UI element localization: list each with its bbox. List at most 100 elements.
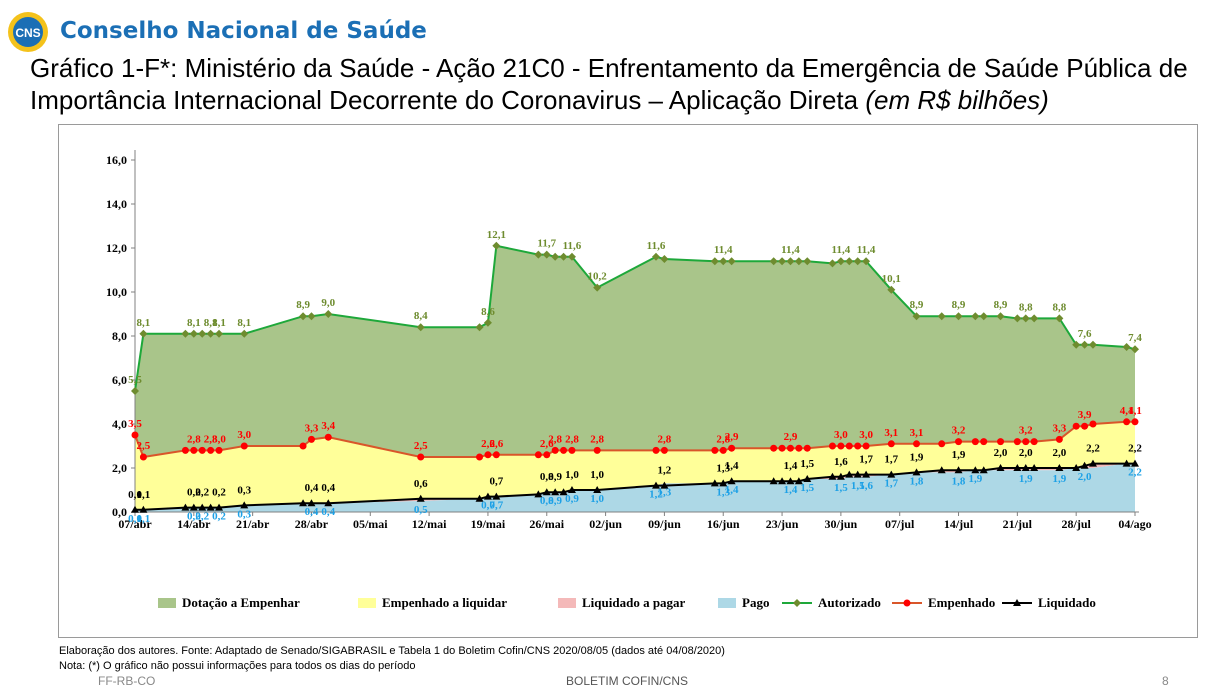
data-label-liquidado: 0,1 — [137, 489, 151, 501]
marker-liquidado — [416, 494, 425, 502]
marker-empenhado — [568, 446, 576, 454]
marker-autorizado — [1122, 343, 1131, 351]
chart-area: 0,0 2,0 4,0 6,0 8,0 10,0 12,0 14,0 16,0 07/abr 14/… — [58, 124, 1198, 638]
data-label-empenhado: 2,6 — [481, 438, 495, 450]
marker-liquidado — [299, 499, 308, 507]
data-label-pago: 1,8 — [910, 475, 924, 487]
data-label-liquidado: 0,4 — [321, 482, 335, 494]
x-tick-label: 28/abr — [295, 517, 329, 531]
marker-empenhado — [652, 446, 660, 454]
data-label-empenhado: 2,5 — [137, 440, 151, 452]
legend-label: Dotação a Empenhar — [182, 595, 300, 610]
data-label-autorizado: 11,4 — [781, 244, 800, 256]
x-tick-label: 07/jul — [885, 517, 915, 531]
marker-liquidado — [803, 475, 812, 482]
data-label-liquidado: 0,3 — [237, 484, 251, 496]
marker-liquidado — [324, 499, 333, 507]
data-label-liquidado: 0,9 — [548, 471, 562, 483]
x-tick-label: 02/jun — [589, 517, 622, 531]
marker-empenhado — [484, 451, 492, 459]
marker-autorizado — [710, 257, 719, 266]
data-label-autorizado: 7,6 — [1078, 328, 1092, 340]
marker-autorizado — [887, 285, 896, 294]
marker-empenhado — [803, 444, 811, 452]
marker-autorizado — [786, 257, 795, 266]
marker-autorizado — [215, 329, 224, 338]
marker-liquidado — [307, 499, 316, 507]
marker-autorizado — [979, 312, 988, 321]
legend-label: Empenhado — [928, 595, 995, 610]
data-label-pago: 0,7 — [489, 500, 503, 512]
marker-autorizado — [131, 387, 139, 395]
marker-liquidado — [1055, 464, 1064, 471]
y-tick-label: 6,0 — [112, 373, 127, 387]
footnote: Nota: (*) O gráfico não possui informaçõ… — [59, 660, 416, 672]
x-tick-label: 12/mai — [412, 517, 447, 531]
data-label-pago: 2,0 — [1078, 471, 1092, 483]
marker-empenhado — [711, 446, 719, 454]
marker-empenhado — [476, 453, 484, 461]
data-label-autorizado: 11,6 — [647, 240, 666, 252]
marker-liquidado — [551, 488, 560, 496]
data-label-empenhado: 2,8 — [590, 433, 604, 445]
marker-liquidado — [828, 472, 837, 480]
data-label-pago: 1,5 — [834, 482, 848, 494]
marker-empenhado — [181, 446, 189, 454]
data-label-empenhado: 2,8 — [658, 433, 672, 445]
data-label-empenhado: 3,0 — [212, 433, 226, 445]
data-label-liquidado: 0,1 — [128, 489, 142, 501]
marker-autorizado — [803, 257, 812, 266]
x-tick-label: 05/mai — [353, 517, 388, 531]
marker-liquidado — [1080, 461, 1089, 469]
marker-liquidado — [887, 470, 896, 478]
marker-liquidado — [937, 466, 946, 474]
marker-liquidado — [1030, 464, 1039, 471]
marker-liquidado — [979, 466, 988, 474]
marker-empenhado — [719, 446, 727, 454]
data-label-liquidado: 0,2 — [212, 487, 226, 499]
marker-autorizado — [853, 257, 862, 266]
marker-empenhado — [207, 446, 215, 454]
marker-empenhado — [492, 451, 500, 459]
data-label-pago: 1,8 — [952, 475, 966, 487]
marker-autorizado — [492, 241, 501, 250]
marker-empenhado — [1081, 422, 1089, 430]
marker-autorizado — [1013, 314, 1022, 323]
data-label-empenhado: 3,0 — [859, 429, 873, 441]
data-label-pago: 1,0 — [590, 493, 604, 505]
data-label-liquidado: 2,0 — [1052, 447, 1066, 459]
x-tick-label: 28/jul — [1062, 517, 1092, 531]
marker-liquidado — [845, 470, 854, 478]
data-label-pago: 0,4 — [321, 506, 335, 518]
marker-autorizado — [1080, 340, 1089, 349]
marker-liquidado — [131, 505, 139, 513]
marker-liquidado — [593, 486, 602, 493]
legend-swatch — [358, 598, 376, 608]
data-label-autorizado: 8,6 — [481, 306, 495, 318]
data-label-liquidado: 1,9 — [910, 451, 924, 463]
data-label-pago: 1,4 — [784, 484, 798, 496]
data-label-pago: 0,9 — [548, 495, 562, 507]
footer-left: FF-RB-CO — [98, 674, 156, 688]
marker-autorizado — [862, 257, 871, 266]
data-label-liquidado: 1,0 — [590, 469, 604, 481]
data-label-liquidado: 1,4 — [725, 460, 739, 472]
legend-label: Liquidado — [1038, 595, 1096, 610]
marker-empenhado — [887, 440, 895, 448]
legend-swatch — [158, 598, 176, 608]
chart-title: Gráfico 1-F*: Ministério da Saúde - Ação… — [30, 52, 1225, 116]
data-label-empenhado: 2,8 — [716, 433, 730, 445]
marker-liquidado — [189, 503, 198, 511]
data-label-liquidado: 1,0 — [565, 469, 579, 481]
marker-empenhado — [828, 442, 836, 450]
data-label-empenhado: 2,5 — [414, 440, 428, 452]
marker-autorizado — [794, 257, 803, 266]
data-label-pago: 1,4 — [725, 484, 739, 496]
data-label-empenhado: 2,9 — [725, 431, 739, 443]
marker-liquidado — [778, 477, 787, 485]
marker-empenhado — [728, 444, 736, 452]
marker-liquidado — [996, 464, 1005, 471]
data-label-empenhado: 3,3 — [1052, 422, 1066, 434]
marker-autorizado — [567, 252, 576, 261]
marker-empenhado — [299, 442, 307, 450]
